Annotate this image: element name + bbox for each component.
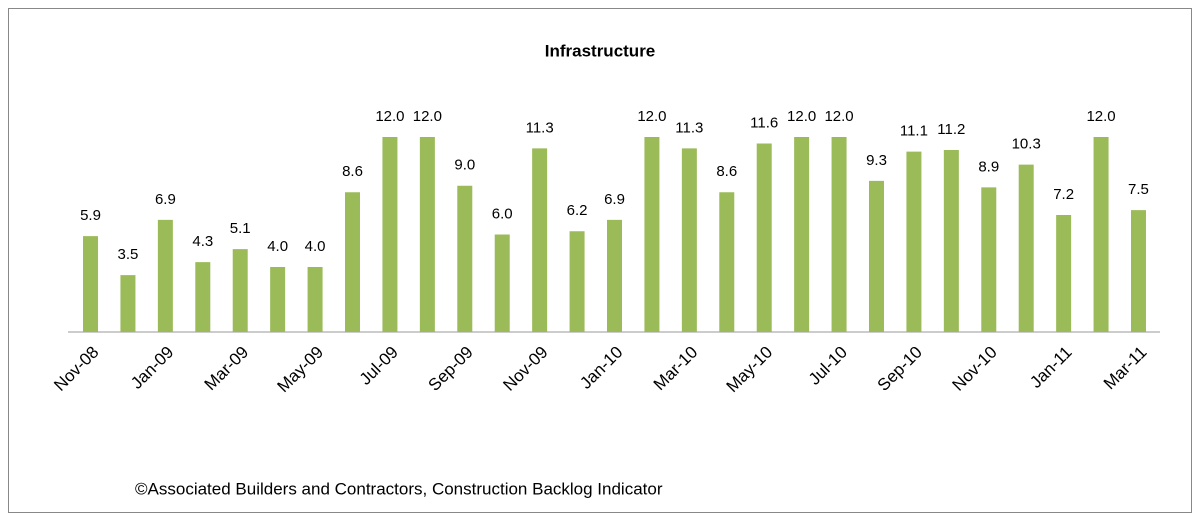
data-label: 11.2 [937, 121, 965, 138]
data-label: 8.6 [342, 163, 363, 180]
data-label: 6.9 [604, 191, 625, 208]
data-label: 10.3 [1012, 136, 1041, 153]
data-label: 6.2 [567, 202, 588, 219]
bar [1093, 137, 1109, 332]
bar [457, 185, 473, 332]
bar [419, 137, 435, 332]
source-note: ©Associated Builders and Contractors, Co… [135, 479, 663, 498]
data-label: 8.6 [716, 163, 737, 180]
data-label: 12.0 [1086, 108, 1115, 125]
bar [719, 192, 735, 332]
data-label: 12.0 [637, 108, 666, 125]
bar [83, 236, 99, 332]
data-label: 11.1 [900, 123, 928, 140]
data-label: 6.0 [492, 205, 513, 222]
bar [681, 148, 697, 332]
data-label: 9.0 [454, 157, 475, 174]
bar [1018, 164, 1034, 332]
bar [981, 187, 997, 332]
bar [756, 143, 772, 332]
bar [868, 180, 884, 332]
data-label: 4.3 [192, 233, 213, 250]
data-label: 5.9 [80, 207, 101, 224]
data-label: 5.1 [230, 220, 251, 237]
bar [307, 267, 323, 332]
bar [195, 262, 211, 332]
data-label: 12.0 [824, 108, 853, 125]
bar [644, 137, 660, 332]
data-label: 12.0 [787, 108, 816, 125]
bar [232, 249, 248, 332]
bar [1056, 215, 1072, 332]
bar [569, 231, 585, 332]
bar [120, 275, 136, 332]
chart-frame [8, 8, 1192, 513]
data-label: 7.5 [1128, 181, 1149, 198]
bar [270, 267, 286, 332]
data-label: 8.9 [978, 158, 999, 175]
bar [1130, 210, 1146, 332]
data-label: 7.2 [1053, 186, 1074, 203]
bar [607, 219, 622, 332]
data-label: 12.0 [375, 108, 404, 125]
data-label: 4.0 [305, 238, 326, 255]
data-label: 9.3 [866, 152, 887, 169]
bar [157, 219, 173, 332]
data-label: 11.6 [750, 114, 778, 131]
data-label: 4.0 [267, 238, 288, 255]
bar [794, 137, 810, 332]
data-label: 3.5 [118, 246, 139, 263]
bar [831, 137, 847, 332]
data-label: 12.0 [413, 108, 442, 125]
bar [532, 148, 548, 332]
data-label: 11.3 [675, 119, 703, 136]
bar [943, 150, 959, 332]
data-label: 11.3 [526, 119, 554, 136]
bar [906, 151, 922, 332]
chart-title: Infrastructure [545, 41, 656, 60]
bar [382, 137, 398, 332]
bar [345, 192, 361, 332]
data-label: 6.9 [155, 191, 176, 208]
bar [494, 234, 510, 332]
